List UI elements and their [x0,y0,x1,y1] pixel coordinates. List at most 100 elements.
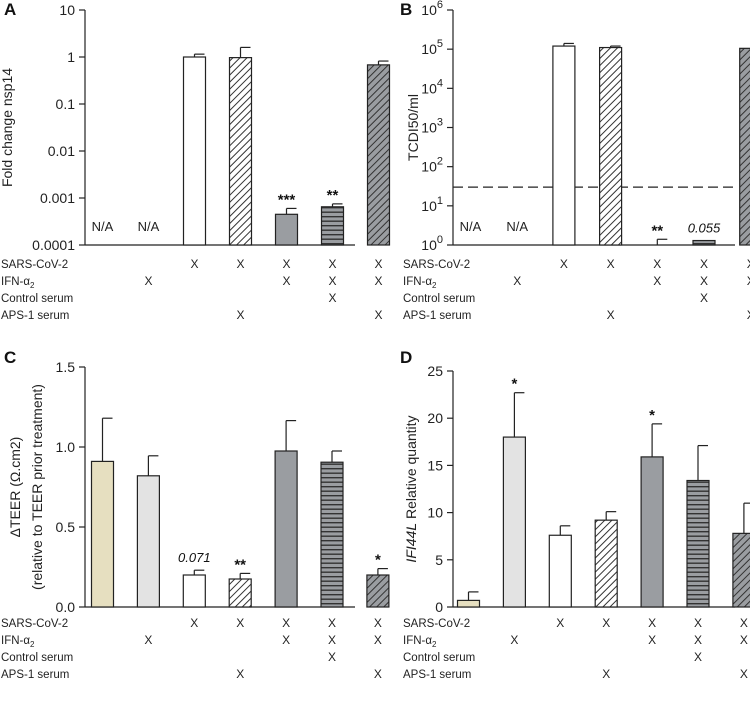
condition-mark: X [740,633,748,647]
y-tick-label: 15 [427,457,443,473]
tick-exponent: 0 [437,234,443,246]
row-label: APS-1 serum [1,310,69,322]
bar [274,213,299,246]
bar [366,574,390,608]
significance-label: * [375,552,381,569]
row-label-text: APS-1 serum [403,669,471,681]
y-axis-label-rest: Relative quantity [403,415,419,522]
ifn-subscript: 2 [30,281,35,290]
condition-mark: X [374,667,382,681]
condition-mark: X [236,667,244,681]
bar [274,450,298,608]
tick-base: 10 [421,2,437,18]
row-label-text: APS-1 serum [403,310,471,322]
condition-mark: X [236,257,244,271]
condition-mark: X [282,633,290,647]
condition-mark: X [374,257,382,271]
condition-mark: X [694,633,702,647]
y-axis-label: Fold change nsp14 [0,68,15,187]
row-label: IFN-α2 [403,635,437,649]
panel-letter: C [4,348,16,367]
condition-mark: X [328,633,336,647]
condition-mark: X [653,274,661,288]
row-label: Control serum [403,652,475,664]
condition-mark: X [374,633,382,647]
y-tick-label: 106 [421,0,443,18]
row-label: APS-1 serum [403,669,471,681]
bar [552,45,576,246]
y-tick-label: 100 [421,234,443,253]
y-tick-label: 0.0 [56,599,76,615]
row-label-text: IFN-α [403,635,432,647]
y-tick-label: 0.5 [56,519,76,535]
y-axis-label-2: (relative to TEER prior treatment) [29,384,45,590]
y-tick-label: 10 [427,505,443,521]
y-tick-label: 104 [421,77,443,96]
row-label-text: IFN-α [403,276,432,288]
y-tick-label: 103 [421,117,443,136]
y-tick-label: 1.0 [56,439,76,455]
significance-label: ** [234,556,246,573]
tick-exponent: 3 [437,117,443,129]
tick-base: 10 [421,80,437,96]
y-tick-label: 0.001 [40,190,75,206]
bar [598,46,623,246]
bar [640,456,664,608]
tick-exponent: 5 [437,38,443,50]
bar [320,461,344,608]
panel-d: D 0 5 10 15 20 25 IFI44L Relative quantity * * SAR… [400,348,750,681]
bar [692,239,716,246]
tick-base: 10 [421,198,437,214]
bar [594,519,618,608]
row-label: SARS-CoV-2 [1,259,68,271]
condition-mark: X [328,291,336,305]
tick-exponent: 2 [437,156,443,168]
condition-mark: X [560,257,568,271]
condition-mark: X [144,633,152,647]
row-label-text: APS-1 serum [1,310,69,322]
y-tick-label: 20 [427,410,443,426]
condition-mark: X [602,616,610,630]
y-axis-label: TCDI50/ml [405,94,421,161]
na-label: N/A [138,219,160,234]
row-label: Control serum [1,652,73,664]
row-label: Control serum [1,293,73,305]
na-label: N/A [92,219,114,234]
condition-mark: X [190,616,198,630]
condition-mark: X [700,291,708,305]
y-tick-label: 1 [67,49,75,65]
condition-mark: X [653,257,661,271]
condition-mark: X [694,650,702,664]
y-tick-label: 10 [59,2,75,18]
ifn-subscript: 2 [30,640,35,649]
tick-exponent: 4 [437,77,443,89]
row-label: SARS-CoV-2 [1,618,68,630]
bar [182,56,207,246]
condition-mark: X [607,308,615,322]
condition-mark: X [513,274,521,288]
row-label: SARS-CoV-2 [403,618,470,630]
row-label-text: Control serum [1,293,73,305]
row-label-text: SARS-CoV-2 [403,618,470,630]
significance-label: 0.071 [178,550,211,565]
row-label: Control serum [403,293,475,305]
significance-label: 0.055 [688,221,721,236]
row-label: SARS-CoV-2 [403,259,470,271]
condition-mark: X [282,257,290,271]
ifn-subscript: 2 [432,281,437,290]
condition-mark: X [740,616,748,630]
significance-label: * [511,376,517,393]
condition-mark: X [236,308,244,322]
panel-letter: B [400,0,412,19]
row-label-text: IFN-α [1,276,30,288]
y-axis-label: IFI44L Relative quantity [403,415,419,562]
row-label-text: Control serum [403,293,475,305]
condition-mark: X [747,257,750,271]
condition-mark: X [282,274,290,288]
condition-mark: X [282,616,290,630]
condition-mark: X [740,667,748,681]
